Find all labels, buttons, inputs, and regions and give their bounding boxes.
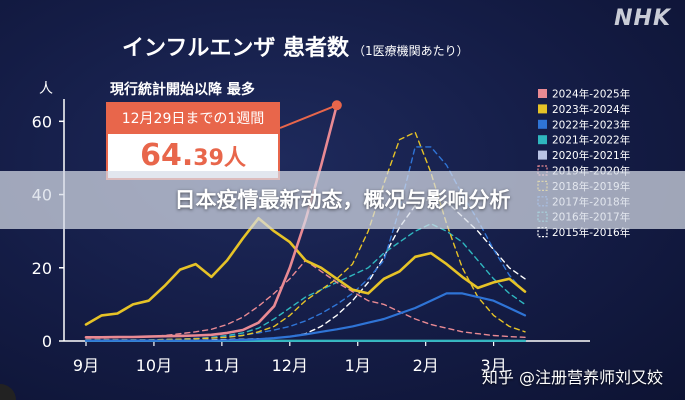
headline: 日本疫情最新动态，概况与影响分析 — [174, 188, 511, 212]
legend-label: 2023年-2024年 — [552, 103, 630, 116]
x-tick-label: 3月 — [481, 356, 507, 375]
callout-connector — [279, 104, 338, 129]
legend-swatch — [538, 135, 547, 145]
y-tick-label: 0 — [42, 332, 52, 351]
nhk-logo: NHK — [614, 6, 671, 31]
headline-band — [0, 171, 685, 229]
callout-period: 12月29日までの1週間 — [108, 104, 278, 134]
legend-swatch — [538, 104, 547, 114]
legend-label: 2020年-2021年 — [552, 149, 630, 162]
callout-value-main: 64. — [140, 138, 194, 173]
y-axis-label: 人 — [39, 81, 53, 97]
callout-value-tail: 39人 — [193, 146, 246, 171]
callout-value: 64.39人 — [108, 134, 278, 181]
legend-swatch — [538, 89, 547, 98]
series-line — [84, 103, 339, 339]
callout-box: 12月29日までの1週間 64.39人 — [106, 102, 280, 180]
x-tick-label: 2月 — [413, 356, 439, 375]
legend-swatch — [538, 150, 547, 160]
legend-label: 2024年-2025年 — [552, 88, 630, 101]
series-line — [85, 223, 526, 341]
series-line — [84, 292, 527, 342]
x-tick-label: 9月 — [73, 356, 99, 375]
chart-subtitle: （1医療機関あたり） — [353, 44, 469, 58]
x-tick-label: 1月 — [345, 356, 371, 375]
y-tick-label: 60 — [32, 112, 52, 131]
chart-title-text: インフルエンザ 患者数 — [122, 36, 349, 61]
x-tick-label: 12月 — [272, 356, 308, 375]
y-tick-label: 20 — [32, 259, 52, 278]
legend-label: 2022年-2023年 — [552, 118, 630, 131]
x-tick-label: 10月 — [136, 356, 172, 375]
chart-title: インフルエンザ 患者数 （1医療機関あたり） — [122, 30, 469, 62]
legend-swatch — [538, 119, 547, 129]
watermark: 知乎 @注册营养师刘又姣 — [481, 368, 663, 387]
series-line — [84, 217, 527, 326]
callout-heading: 現行統計開始以降 最多 — [110, 82, 255, 98]
legend-label: 2021年-2022年 — [552, 134, 630, 147]
peak-marker — [331, 100, 342, 111]
x-tick-label: 11月 — [204, 356, 240, 375]
legend-label: 2015年-2016年 — [552, 226, 630, 239]
